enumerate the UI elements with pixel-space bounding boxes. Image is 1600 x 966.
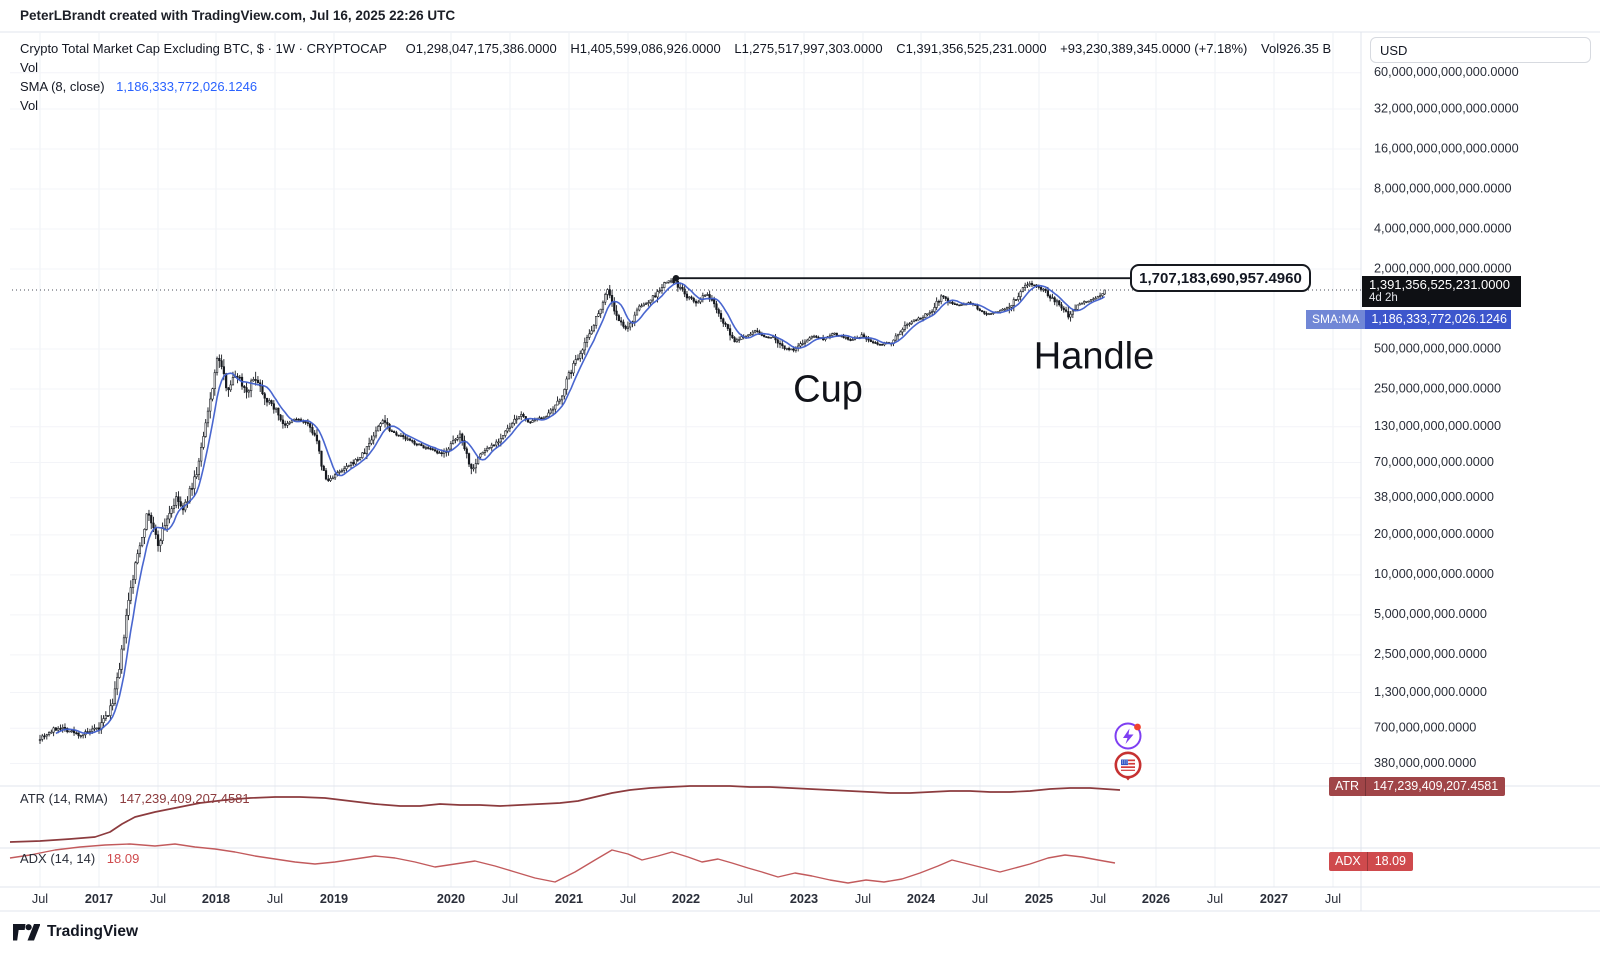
- time-tick-label: Jul: [150, 892, 166, 906]
- atr-line[interactable]: [9, 785, 1121, 843]
- price-axis[interactable]: 60,000,000,000,000.0000 32,000,000,000,00…: [1374, 65, 1519, 770]
- time-tick-label: 2024: [907, 892, 935, 906]
- sma-badge-chip: SMA:MA: [1306, 310, 1366, 329]
- adx-label: ADX (14, 14): [20, 851, 96, 866]
- us-flag: [1121, 759, 1135, 771]
- atr-badge-value: 147,239,409,207.4581: [1366, 777, 1506, 796]
- time-tick-label: Jul: [620, 892, 636, 906]
- price-tick-label: 32,000,000,000,000.0000: [1374, 101, 1519, 115]
- time-tick-label: Jul: [737, 892, 753, 906]
- price-tick-label: 8,000,000,000,000.0000: [1374, 181, 1512, 195]
- ohlc-low: 1,275,517,997,303.0000: [741, 41, 883, 56]
- tradingview-logo-text: TradingView: [47, 923, 139, 940]
- price-tick-label: 700,000,000.0000: [1374, 721, 1476, 735]
- legend-vol-1[interactable]: Vol: [20, 60, 39, 75]
- atr-label: ATR (14, RMA): [20, 791, 108, 806]
- currency-button[interactable]: USD: [1370, 37, 1591, 63]
- atr-badge-chip: ATR: [1329, 777, 1367, 796]
- price-tick-label: 16,000,000,000,000.0000: [1374, 141, 1519, 155]
- adx-legend[interactable]: ADX (14, 14) 18.09: [20, 851, 139, 866]
- cup-annotation[interactable]: Cup: [793, 368, 863, 411]
- level-line-anchor[interactable]: [672, 274, 680, 282]
- time-axis[interactable]: Jul 2017 Jul 2018 Jul 2019 2020 Jul 2021 Jul 2022 J…: [32, 892, 1341, 906]
- price-tick-label: 1,300,000,000.0000: [1374, 685, 1487, 699]
- time-tick-label: 2022: [672, 892, 700, 906]
- sma-value: 1,186,333,772,026.1246: [116, 79, 258, 94]
- legend-sma[interactable]: SMA (8, close) 1,186,333,772,026.1246: [20, 79, 257, 94]
- sma-label: SMA (8, close): [20, 79, 105, 94]
- price-tick-label: 2,500,000,000.0000: [1374, 647, 1487, 661]
- price-tick-label: 70,000,000,000.0000: [1374, 455, 1494, 469]
- us-economic-event-icon[interactable]: [1114, 751, 1142, 781]
- ohlc-close-label: C: [896, 41, 906, 56]
- time-tick-label: Jul: [972, 892, 988, 906]
- price-tick-label: 250,000,000,000.0000: [1374, 381, 1501, 395]
- time-tick-label: 2025: [1025, 892, 1053, 906]
- price-tick-label: 20,000,000,000.0000: [1374, 527, 1494, 541]
- time-tick-label: Jul: [1207, 892, 1223, 906]
- atr-price-badge[interactable]: ATR 147,239,409,207.4581: [1329, 777, 1506, 796]
- price-tick-label: 10,000,000,000.0000: [1374, 567, 1494, 581]
- time-tick-label: 2020: [437, 892, 465, 906]
- price-tick-label: 4,000,000,000,000.0000: [1374, 221, 1512, 235]
- time-tick-label: 2017: [85, 892, 113, 906]
- sma-line[interactable]: [55, 282, 1106, 735]
- ohlc-open: 1,298,047,175,386.0000: [415, 41, 557, 56]
- handle-annotation[interactable]: Handle: [1033, 335, 1155, 378]
- volume-value: 926.35 B: [1279, 41, 1332, 56]
- price-tick-label: 60,000,000,000,000.0000: [1374, 65, 1519, 79]
- atr-value: 147,239,409,207.4581: [119, 791, 250, 806]
- price-tick-label: 130,000,000,000.0000: [1374, 419, 1501, 433]
- time-tick-label: Jul: [1325, 892, 1341, 906]
- price-tick-label: 5,000,000,000.0000: [1374, 607, 1487, 621]
- time-axis-drag-area[interactable]: [0, 887, 1361, 911]
- price-tick-label: 380,000,000.0000: [1374, 756, 1476, 770]
- ohlc-open-label: O: [405, 41, 416, 56]
- time-tick-label: 2021: [555, 892, 583, 906]
- adx-price-badge[interactable]: ADX 18.09: [1329, 852, 1413, 871]
- last-price-value: 1,391,356,525,231.0000: [1369, 277, 1510, 292]
- volume-label: Vol: [1261, 41, 1280, 56]
- flash-event-icon[interactable]: [1114, 722, 1142, 750]
- time-tick-label: 2018: [202, 892, 230, 906]
- adx-pane[interactable]: [0, 848, 1361, 887]
- sma-badge-value: 1,186,333,772,026.1246: [1365, 310, 1512, 329]
- last-price-badge[interactable]: 1,391,356,525,231.0000 4d 2h: [1362, 276, 1521, 307]
- time-tick-label: Jul: [1090, 892, 1106, 906]
- symbol-legend[interactable]: Crypto Total Market Cap Excluding BTC, $…: [20, 41, 1331, 56]
- attribution-text: PeterLBrandt created with TradingView.co…: [20, 8, 456, 23]
- tradingview-logo-icon: [13, 923, 40, 940]
- level-price-label[interactable]: 1,707,183,690,957.4960: [1130, 264, 1311, 292]
- symbol-title: Crypto Total Market Cap Excluding BTC, $…: [20, 41, 387, 56]
- event-markers[interactable]: [1112, 720, 1146, 782]
- ohlc-close: 1,391,356,525,231.0000: [905, 41, 1047, 56]
- time-tick-label: 2019: [320, 892, 348, 906]
- time-tick-label: Jul: [502, 892, 518, 906]
- legend-vol-2[interactable]: Vol: [20, 98, 39, 113]
- bar-countdown: 4d 2h: [1369, 292, 1398, 304]
- time-tick-label: Jul: [267, 892, 283, 906]
- time-tick-label: 2023: [790, 892, 818, 906]
- ohlc-high: 1,405,599,086,926.0000: [579, 41, 721, 56]
- price-tick-label: 500,000,000,000.0000: [1374, 341, 1501, 355]
- time-tick-label: 2026: [1142, 892, 1170, 906]
- main-chart-pane[interactable]: [0, 32, 1361, 786]
- adx-badge-chip: ADX: [1329, 852, 1368, 871]
- sma-price-badge[interactable]: SMA:MA 1,186,333,772,026.1246: [1306, 310, 1512, 329]
- adx-value: 18.09: [106, 851, 140, 866]
- adx-badge-value: 18.09: [1367, 852, 1413, 871]
- price-tick-label: 38,000,000,000.0000: [1374, 490, 1494, 504]
- time-tick-label: Jul: [855, 892, 871, 906]
- ohlc-change: +93,230,389,345.0000 (+7.18%): [1060, 41, 1248, 56]
- pane-borders: [0, 31, 1600, 912]
- time-tick-label: Jul: [32, 892, 48, 906]
- tradingview-logo[interactable]: TradingView: [13, 923, 138, 941]
- atr-legend[interactable]: ATR (14, RMA) 147,239,409,207.4581: [20, 791, 250, 806]
- ohlc-high-label: H: [570, 41, 580, 56]
- ohlc-low-label: L: [734, 41, 742, 56]
- adx-line[interactable]: [9, 843, 1116, 884]
- price-tick-label: 2,000,000,000,000.0000: [1374, 261, 1512, 275]
- time-tick-label: 2027: [1260, 892, 1288, 906]
